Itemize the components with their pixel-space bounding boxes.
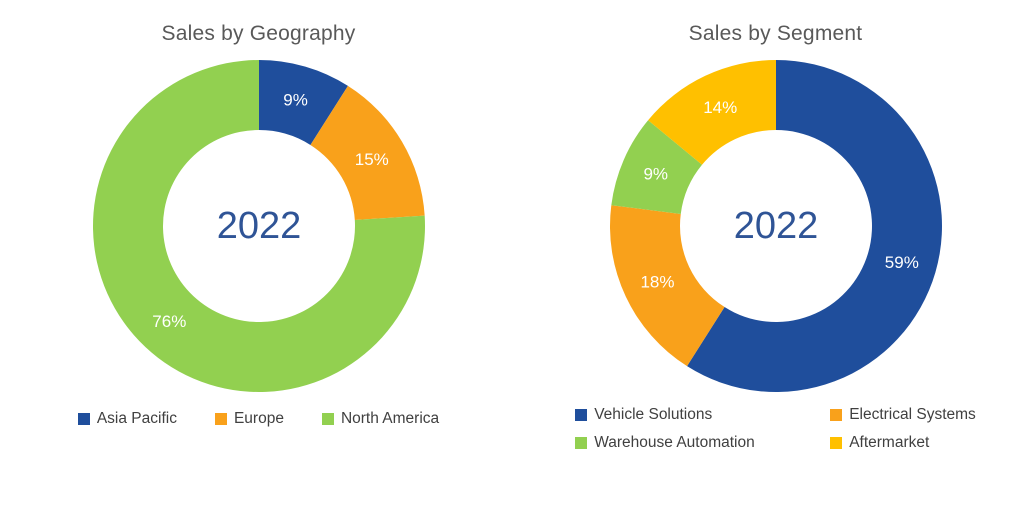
legend-item-aftermarket: Aftermarket <box>830 434 976 452</box>
legend-label-vehicle-solutions: Vehicle Solutions <box>594 406 713 423</box>
donut-slice-electrical-systems <box>609 205 725 367</box>
donut-slice-asia-pacific <box>258 60 348 145</box>
donut-slice-vehicle-solutions <box>686 60 942 392</box>
donut-slice-north-america <box>92 59 425 393</box>
slice-percent-label-asia-pacific: 9% <box>283 91 308 110</box>
legend-swatch-asia-pacific <box>77 413 90 425</box>
chart-title-segment: Sales by Segment <box>688 22 863 45</box>
legend-label-europe: Europe <box>233 410 284 427</box>
legend-swatch-aftermarket <box>830 437 843 449</box>
slice-percent-label-electrical-systems: 18% <box>640 272 674 291</box>
center-year-label: 2022 <box>733 205 818 247</box>
donut-slice-warehouse-automation <box>610 120 702 214</box>
slice-percent-label-north-america: 76% <box>152 312 186 331</box>
legend-label-asia-pacific: Asia Pacific <box>96 410 177 427</box>
legend-item-vehicle-solutions: Vehicle Solutions <box>575 406 830 424</box>
legend-item-asia-pacific: Asia Pacific <box>77 410 177 428</box>
legend-swatch-vehicle-solutions <box>575 409 588 421</box>
donut-slice-aftermarket <box>647 59 776 165</box>
center-year-label: 2022 <box>216 205 301 247</box>
legend-swatch-electrical-systems <box>830 409 843 421</box>
legend-label-north-america: North America <box>340 410 440 427</box>
legend-segment: Vehicle Solutions Electrical Systems War… <box>575 406 976 452</box>
slice-percent-label-warehouse-automation: 9% <box>643 164 668 183</box>
legend-swatch-europe <box>214 413 227 425</box>
chart-title-geography: Sales by Geography <box>161 22 356 45</box>
legend-label-electrical-systems: Electrical Systems <box>849 406 976 423</box>
legend-item-europe: Europe <box>214 410 284 428</box>
legend-item-warehouse-automation: Warehouse Automation <box>575 434 830 452</box>
donut-chart-geography: 9% 15% 76% 2022 <box>92 59 425 393</box>
legend-label-warehouse-automation: Warehouse Automation <box>594 434 755 451</box>
legend-geography: Asia Pacific Europe North America <box>77 410 440 428</box>
donut-chart-segment: 59% 18% 9% 14% 2022 <box>609 59 942 392</box>
legend-label-aftermarket: Aftermarket <box>849 434 930 451</box>
chart-panel-geography: Sales by Geography 9% 15% 76% 2022 Asia Pa… <box>0 0 517 527</box>
legend-swatch-north-america <box>321 413 334 425</box>
chart-panel-segment: Sales by Segment 59% 18% 9% 14% 2022 Vehicl… <box>517 0 1034 527</box>
legend-swatch-warehouse-automation <box>575 437 588 449</box>
slice-percent-label-vehicle-solutions: 59% <box>884 253 918 272</box>
legend-item-electrical-systems: Electrical Systems <box>830 406 976 424</box>
slice-percent-label-europe: 15% <box>354 150 388 169</box>
donut-slice-europe <box>309 85 425 220</box>
slice-percent-label-aftermarket: 14% <box>703 98 737 117</box>
legend-item-north-america: North America <box>321 410 440 428</box>
